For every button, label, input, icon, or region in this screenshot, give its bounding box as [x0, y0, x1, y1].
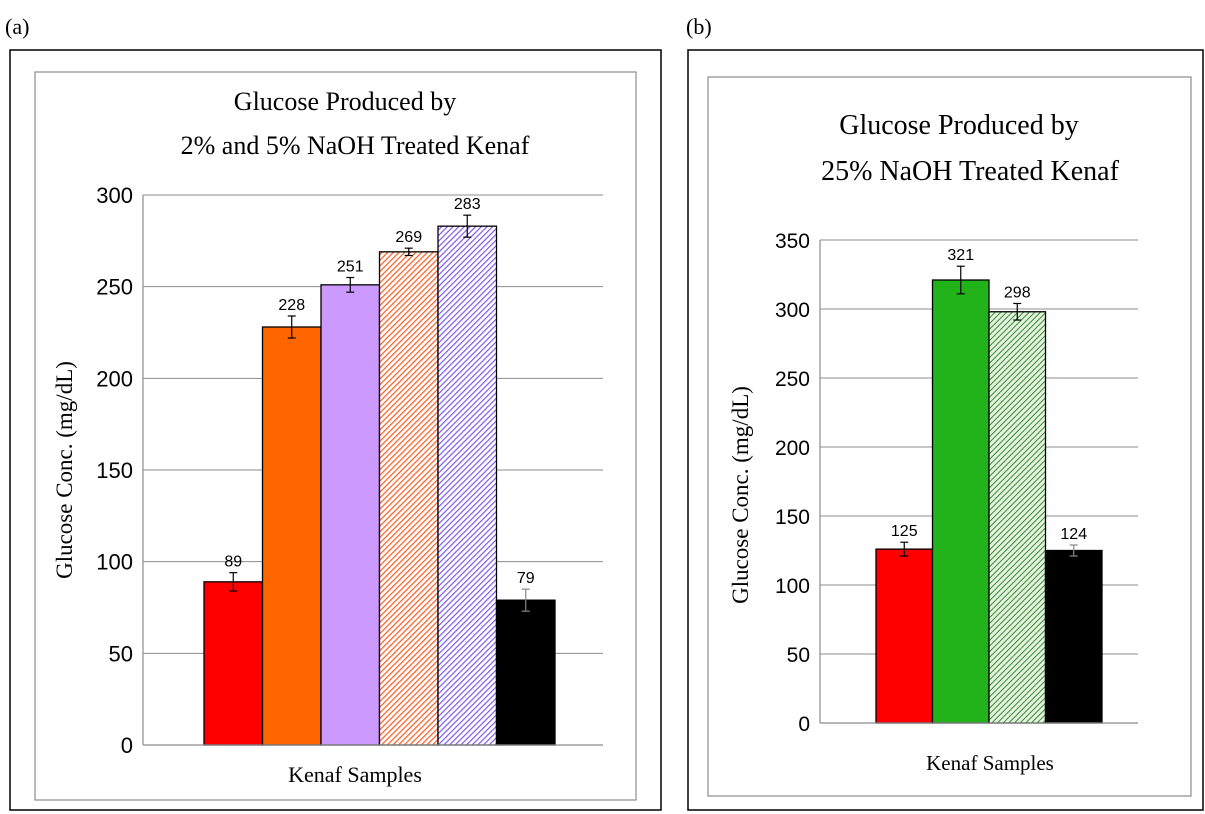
panel-b-bar-2 [931, 279, 990, 724]
panel-a-y-tick-label: 150 [96, 458, 133, 483]
panel-a-title-line2: 2% and 5% NaOH Treated Kenaf [181, 131, 530, 160]
panel-a-plot: 0 50 100 150 200 250 300 89 228 251 269 283 79 [96, 183, 603, 758]
panel-a-data-label-1: 89 [224, 554, 242, 571]
panel-b-y-tick-label: 250 [775, 368, 810, 391]
panel-b-y-tick-label: 50 [787, 644, 810, 667]
panel-a-data-label-4: 269 [395, 229, 422, 246]
panel-a: (a) Glucose Produced by 2% and 5% NaOH T… [5, 14, 662, 811]
panel-a-data-label-3: 251 [337, 259, 364, 276]
panel-b-y-tick-label: 0 [798, 713, 810, 736]
panel-b-y-tick-label: 150 [775, 506, 810, 529]
panel-b-bar-3 [988, 311, 1047, 724]
panel-a-x-axis-label: Kenaf Samples [288, 762, 422, 787]
panel-a-y-axis-label: Glucose Conc. (mg/dL) [52, 361, 77, 579]
panel-a-bar-5 [437, 225, 498, 746]
panel-a-data-label-5: 283 [454, 196, 481, 213]
panel-a-bar-2 [261, 326, 322, 746]
panel-b-data-label-4: 124 [1060, 526, 1087, 543]
panel-a-y-tick-label: 0 [121, 733, 133, 758]
panel-b-data-label-1: 125 [891, 523, 918, 540]
panel-b-data-label-3: 298 [1004, 284, 1031, 301]
panel-b-y-tick-label: 100 [775, 575, 810, 598]
panel-a-y-tick-label: 250 [96, 275, 133, 300]
panel-a-title-line1: Glucose Produced by [234, 87, 456, 116]
panel-b: (b) Glucose Produced by 25% NaOH Treated… [686, 14, 1204, 811]
panel-a-bar-4 [378, 251, 439, 746]
panel-a-bar-3 [320, 284, 381, 746]
panel-b-y-tick-label: 300 [775, 299, 810, 322]
panel-a-data-label-2: 228 [278, 297, 305, 314]
panel-b-label: (b) [686, 14, 712, 39]
panel-b-bar-4 [1044, 549, 1103, 724]
panel-a-y-tick-label: 300 [96, 183, 133, 208]
panel-a-data-label-6: 79 [517, 570, 535, 587]
panel-b-y-axis-label: Glucose Conc. (mg/dL) [728, 386, 753, 604]
panel-a-y-tick-label: 200 [96, 366, 133, 391]
panel-b-x-axis-label: Kenaf Samples [926, 751, 1054, 775]
panel-b-data-label-2: 321 [947, 247, 974, 264]
panel-b-y-tick-label: 350 [775, 230, 810, 253]
panel-b-plot: 0 50 100 150 200 250 300 350 125 321 298 124 [775, 230, 1138, 736]
panel-b-title-line1: Glucose Produced by [839, 110, 1079, 141]
panel-b-y-tick-label: 200 [775, 437, 810, 460]
panel-a-y-tick-label: 50 [109, 641, 133, 666]
panel-a-label: (a) [5, 14, 29, 39]
panel-b-bar-1 [875, 548, 934, 724]
panel-a-bar-1 [203, 581, 264, 746]
panel-a-bar-6 [495, 599, 556, 746]
panel-a-y-tick-label: 100 [96, 550, 133, 575]
panel-b-title-line2: 25% NaOH Treated Kenaf [821, 156, 1119, 187]
